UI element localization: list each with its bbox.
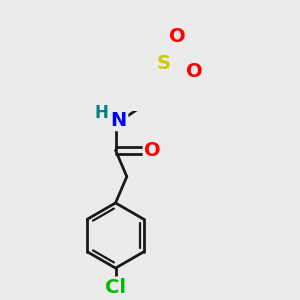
Text: S: S xyxy=(157,55,170,74)
Text: O: O xyxy=(144,141,161,160)
Text: O: O xyxy=(186,62,202,81)
Text: Cl: Cl xyxy=(105,278,126,297)
Text: N: N xyxy=(110,111,127,130)
Text: H: H xyxy=(95,104,109,122)
Text: O: O xyxy=(169,27,186,46)
